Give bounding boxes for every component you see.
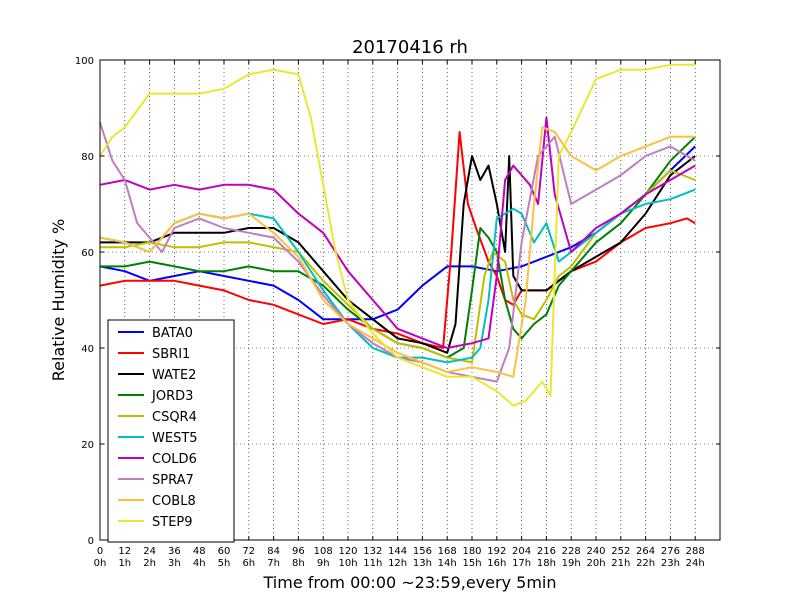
x-tick-label: 264 [636,546,655,557]
x-tick-label: 204 [512,546,531,557]
x-tick-sublabel: 18h [537,558,556,569]
x-tick-sublabel: 2h [143,558,156,569]
x-tick-sublabel: 16h [487,558,506,569]
series-line-cold6 [99,116,696,349]
x-tick-sublabel: 17h [512,558,531,569]
y-tick-label: 20 [81,440,94,451]
x-tick-sublabel: 24h [686,558,705,569]
x-tick-sublabel: 21h [611,558,630,569]
legend-label: JORD3 [151,389,193,404]
legend-label: CSQR4 [152,410,197,425]
x-tick-label: 96 [292,546,305,557]
x-tick-sublabel: 9h [317,558,330,569]
y-axis-label: Relative Humidity % [49,219,68,381]
series-line-cobl8 [99,126,696,378]
x-tick-label: 144 [388,546,407,557]
legend-label: BATA0 [152,326,193,341]
x-tick-sublabel: 12h [388,558,407,569]
x-tick-label: 36 [168,546,181,557]
y-axis-ticks: 0 20 40 60 80 100 [75,56,720,547]
series-line-step9 [99,63,696,407]
x-tick-label: 24 [143,546,156,557]
legend-label: COLD6 [152,452,197,467]
legend-label: COBL8 [152,494,196,509]
x-tick-label: 240 [586,546,605,557]
x-tick-sublabel: 1h [118,558,131,569]
x-tick-label: 84 [267,546,280,557]
y-tick-label: 60 [81,248,94,259]
x-tick-label: 216 [537,546,556,557]
x-tick-sublabel: 4h [193,558,206,569]
x-tick-label: 180 [462,546,481,557]
series-line-jord3 [100,136,696,359]
x-tick-sublabel: 23h [661,558,680,569]
legend: BATA0 SBRI1 WATE2 JORD3 CSQR4 WEST5 COLD6 SPRA7… [107,319,235,543]
y-tick-label: 80 [81,152,94,163]
x-tick-sublabel: 5h [218,558,231,569]
legend-label: WEST5 [152,431,198,446]
x-tick-sublabel: 20h [586,558,605,569]
y-tick-label: 100 [75,56,94,67]
legend-label: WATE2 [152,368,196,383]
series-line-sbri1 [99,131,696,349]
x-tick-label: 108 [314,546,333,557]
y-tick-label: 0 [88,536,94,547]
legend-label: SPRA7 [152,473,194,488]
series-lines [99,63,696,407]
x-tick-sublabel: 8h [292,558,305,569]
x-tick-label: 120 [338,546,357,557]
y-tick-label: 40 [81,344,94,355]
legend-box [107,319,235,543]
x-tick-sublabel: 14h [438,558,457,569]
x-tick-label: 60 [218,546,231,557]
legend-label: STEP9 [152,515,193,530]
x-tick-sublabel: 0h [94,558,107,569]
x-tick-label: 132 [363,546,382,557]
x-tick-sublabel: 11h [363,558,382,569]
x-tick-sublabel: 10h [338,558,357,569]
x-tick-label: 156 [413,546,432,557]
x-axis-label: Time from 00:00 ~23:59,every 5min [263,573,557,592]
legend-label: SBRI1 [152,347,190,362]
plot-frame [99,59,721,541]
x-tick-sublabel: 13h [413,558,432,569]
x-tick-sublabel: 22h [636,558,655,569]
x-tick-sublabel: 6h [242,558,255,569]
x-tick-label: 72 [242,546,255,557]
x-tick-label: 0 [97,546,103,557]
x-tick-label: 168 [438,546,457,557]
x-tick-sublabel: 19h [562,558,581,569]
x-tick-sublabel: 15h [462,558,481,569]
x-tick-label: 228 [562,546,581,557]
x-tick-label: 288 [686,546,705,557]
x-tick-sublabel: 3h [168,558,181,569]
x-tick-label: 192 [487,546,506,557]
series-line-spra7 [99,122,696,383]
x-tick-label: 48 [193,546,206,557]
x-tick-label: 12 [118,546,131,557]
x-tick-label: 252 [611,546,630,557]
x-tick-label: 276 [661,546,680,557]
x-tick-sublabel: 7h [267,558,280,569]
chart-title: 20170416 rh [352,37,468,58]
series-line-wate2 [100,155,696,354]
